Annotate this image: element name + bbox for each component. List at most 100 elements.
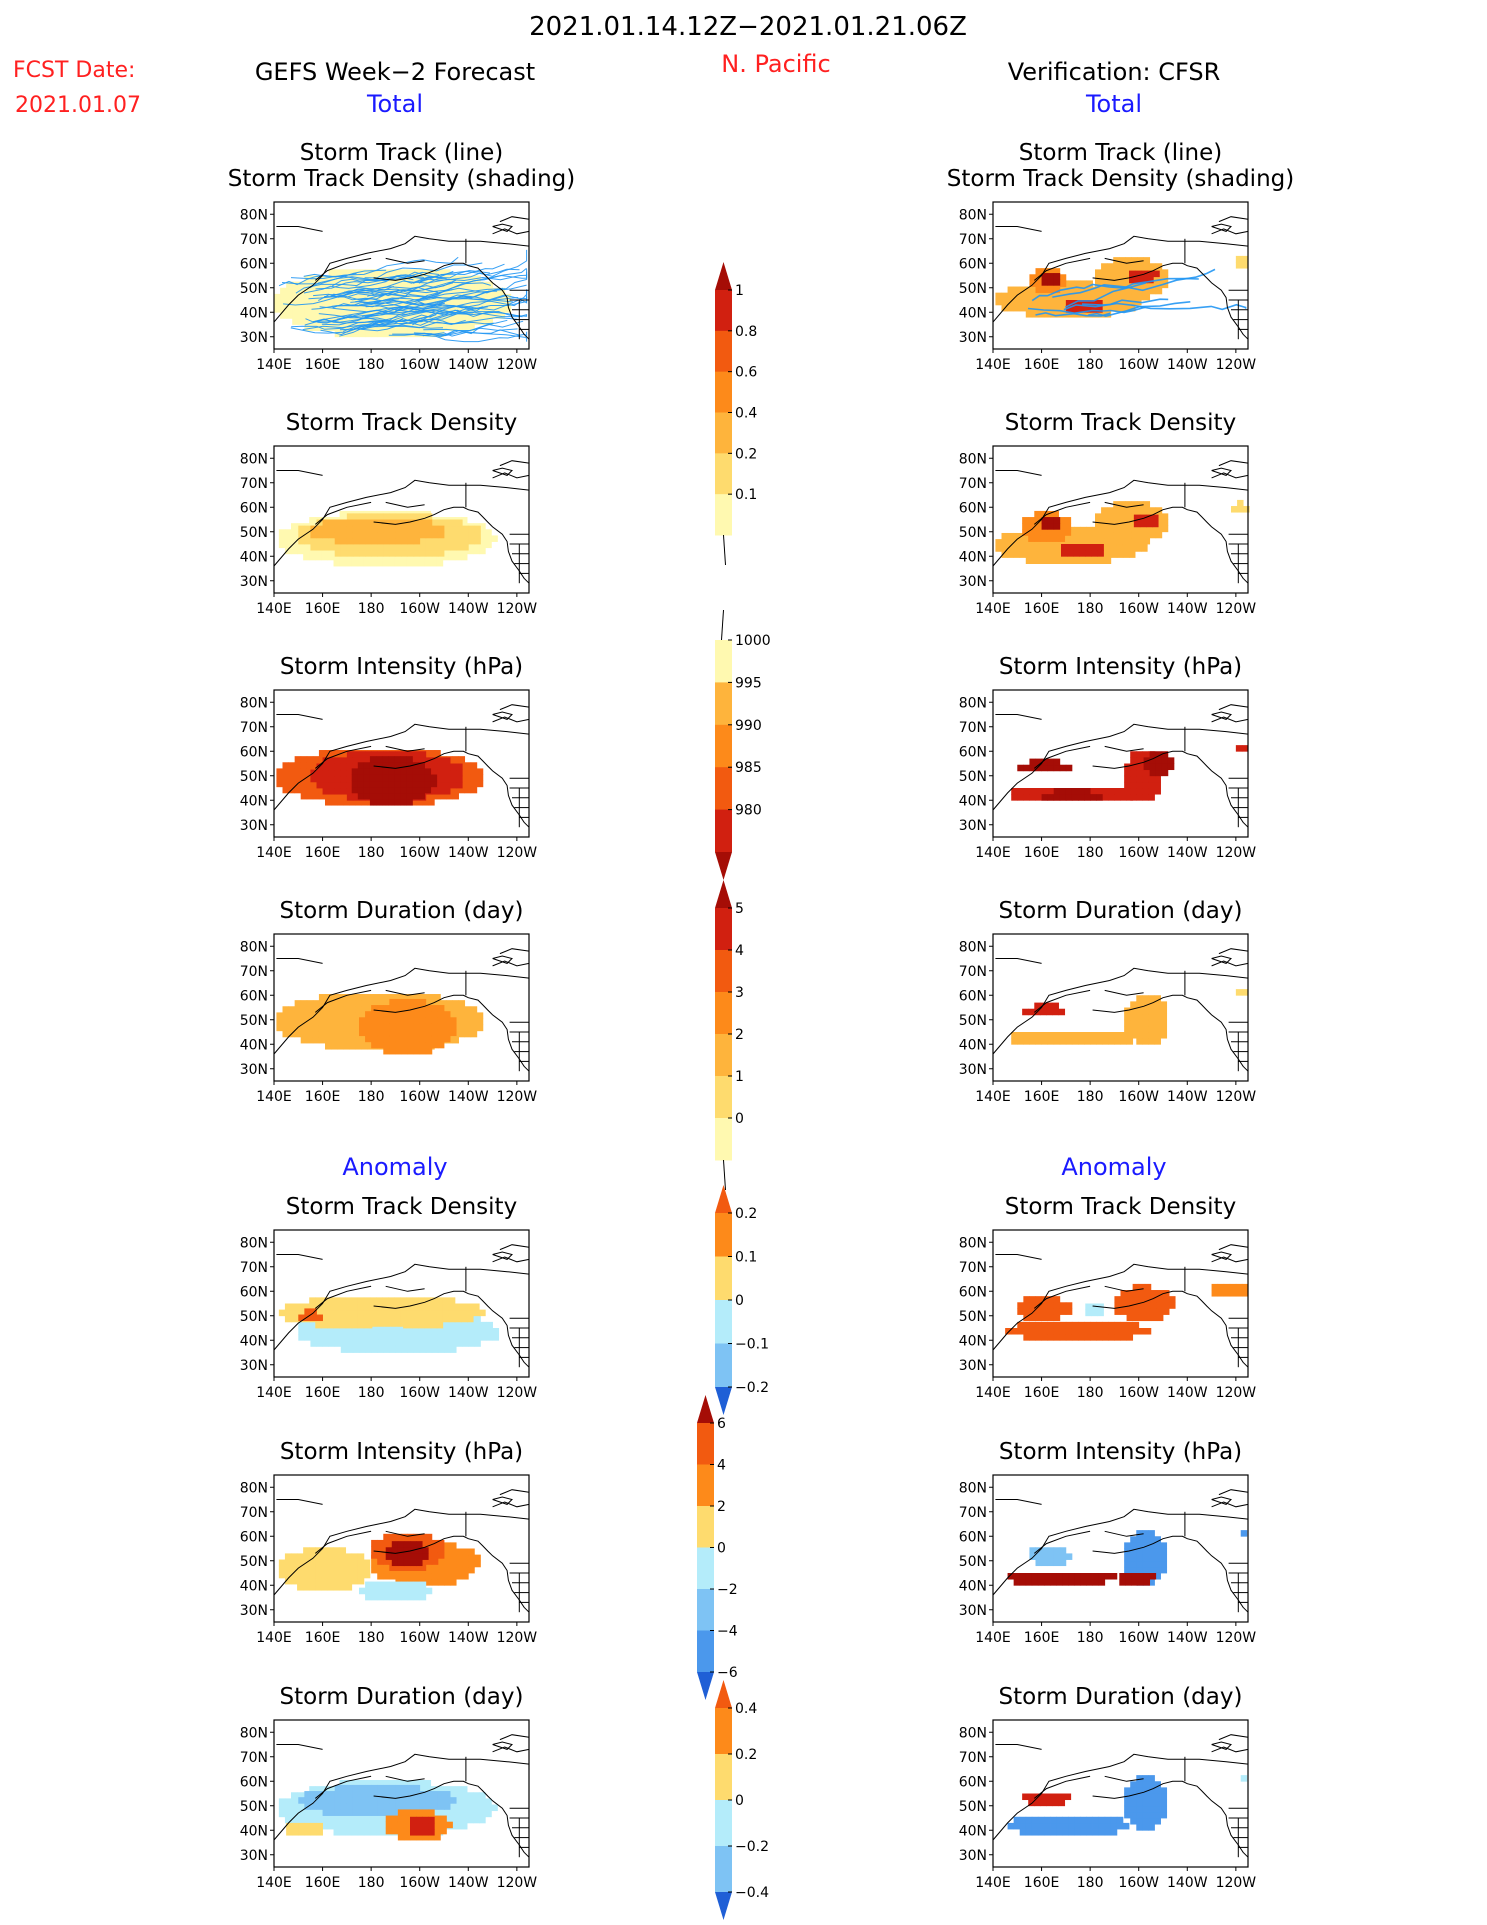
shade-cell [339,1584,347,1591]
shade-cell [1102,788,1109,795]
lon-tick-label: 140E [975,601,1011,617]
shade-cell [369,762,377,769]
shade-cell [1059,1038,1067,1045]
shade-cell [1031,1579,1039,1586]
shade-cell [1086,280,1093,287]
shade-cell [345,1309,353,1317]
shade-cell [419,1593,427,1601]
shade-cell [1120,788,1127,795]
shade-cell [300,1024,308,1032]
shade-cell [309,1577,316,1585]
track-line [1027,306,1146,315]
shade-cell [1044,551,1051,558]
shade-cell [1154,1001,1161,1008]
shade-cell [276,774,283,782]
shade-cell [385,1000,393,1007]
track-line [350,297,437,305]
shade-cell [315,1584,322,1591]
shade-cell [383,1797,390,1804]
shade-cell [365,293,372,301]
shade-cell [339,1553,347,1560]
shade-cell [468,324,475,332]
shade-cell [343,1018,350,1026]
shade-cell [479,1792,486,1799]
panel-title: Storm Track Density [286,410,517,436]
shade-cell [352,513,360,520]
shade-cell [339,1297,347,1304]
shade-cell [385,1553,393,1560]
shade-cell [345,1559,353,1567]
lon-tick-label: 140E [256,1385,292,1401]
shade-cell [1037,1816,1045,1824]
shade-cell [318,1024,326,1032]
lat-tick-label: 40N [240,549,268,565]
shade-cell [315,1816,322,1824]
shade-cell [1124,1566,1131,1574]
shade-cell [1120,1032,1127,1039]
shade-region [1240,1530,1248,1537]
shade-region [359,998,457,1055]
shade-cell [359,519,366,527]
shade-cell [282,1018,289,1026]
shade-cell [1040,1799,1047,1807]
shade-cell [327,1297,334,1304]
shade-cell [1080,539,1087,546]
shade-cell [1068,1573,1075,1580]
shade-cell [352,330,360,338]
shade-cell [395,1533,402,1541]
shade-cell [352,794,360,801]
panel-gefs_duration_anom: Storm Duration (day)80N70N60N50N40N30N14… [240,1684,538,1891]
colorbar-segment [715,809,732,853]
shade-cell [1136,1038,1143,1045]
shade-cell [1028,523,1035,530]
lon-tick-label: 140E [256,1630,292,1646]
coast-line [314,1285,372,1309]
shade-cell [294,774,302,782]
map-frame [992,1474,1249,1623]
lon-tick-label: 120W [497,845,538,861]
shade-cell [383,1011,390,1018]
shade-cell [450,1554,457,1562]
shade-cell [304,1308,311,1315]
shade-cell [1059,788,1067,795]
shade-cell [419,1011,427,1018]
shade-cell [1065,788,1073,795]
shade-cell [1120,1321,1127,1329]
shade-cell [1124,1811,1131,1819]
shade-cell [410,1559,417,1567]
shade-cell [369,1816,377,1824]
shade-cell [431,1023,439,1030]
shade-cell [1235,1283,1243,1291]
shade-cell [1053,1308,1061,1315]
shade-cell [331,1006,338,1013]
shade-cell [377,1797,384,1804]
shade-cell [1113,513,1120,520]
shade-cell [444,757,451,764]
lat-tick-label: 40N [959,549,987,565]
shade-cell [298,1822,305,1830]
shade-cell [363,1829,371,1836]
shade-cell [345,1303,353,1311]
coast-line [373,750,530,828]
shade-region [1041,788,1103,801]
shade-cell [422,1816,429,1824]
shade-cell [331,1000,338,1007]
coast-line [276,714,323,720]
shade-cell [458,1030,466,1038]
shade-region [351,756,438,806]
shade-cell [346,1346,354,1353]
shade-cell [1169,1296,1176,1303]
coastline [992,1244,1249,1368]
shade-cell [343,799,350,806]
shade-cell [1086,1573,1093,1580]
shade-cell [1223,1290,1231,1297]
shade-cell [369,1780,377,1787]
shade-cell [383,1581,390,1589]
shade-cell [448,1297,456,1304]
shade-cell [1223,1283,1231,1291]
lat-tick-label: 40N [240,1037,268,1053]
coast-line [492,223,513,232]
shade-cell [359,293,366,301]
coast-line [1218,1734,1249,1741]
shade-cell [328,287,336,295]
